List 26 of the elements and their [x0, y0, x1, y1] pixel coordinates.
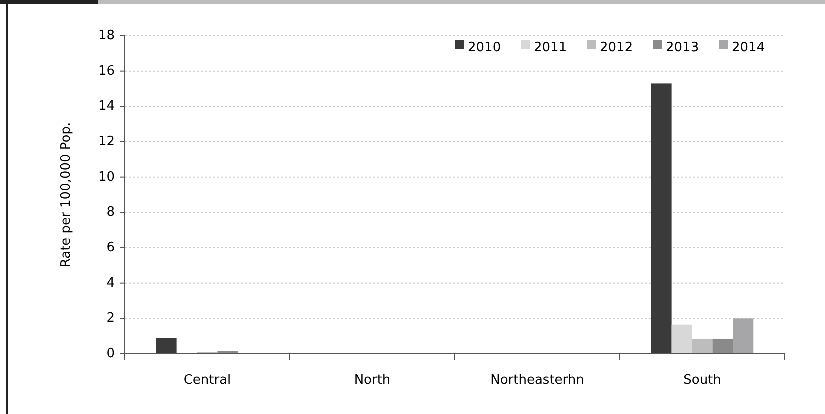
x-tick-label: Northeasterhn	[490, 373, 584, 388]
x-tick-label: South	[684, 373, 722, 388]
y-tick-label: 6	[106, 240, 115, 256]
y-tick-label: 4	[106, 276, 115, 291]
legend-label: 2010	[468, 40, 502, 56]
x-tick-label: North	[354, 373, 391, 388]
x-tick-label: Central	[184, 373, 232, 388]
y-tick-label: 0	[106, 346, 115, 362]
y-tick-label: 16	[98, 64, 115, 79]
legend-label: 2013	[666, 40, 700, 56]
legend-label: 2014	[732, 40, 766, 56]
bar	[672, 324, 692, 354]
y-tick-label: 14	[98, 99, 115, 114]
y-tick-label: 10	[98, 170, 115, 185]
bar	[651, 84, 672, 354]
legend-label: 2012	[600, 40, 634, 56]
bar	[156, 338, 177, 354]
y-tick-label: 2	[106, 311, 115, 326]
bar	[692, 338, 713, 354]
bar	[712, 338, 734, 354]
y-tick-label: 18	[98, 28, 115, 44]
y-tick-label: 8	[106, 205, 115, 220]
legend-label: 2011	[534, 40, 568, 56]
y-axis-title: Rate per 100,000 Pop.	[59, 122, 74, 268]
y-tick-label: 12	[98, 134, 115, 150]
bar	[733, 318, 754, 354]
